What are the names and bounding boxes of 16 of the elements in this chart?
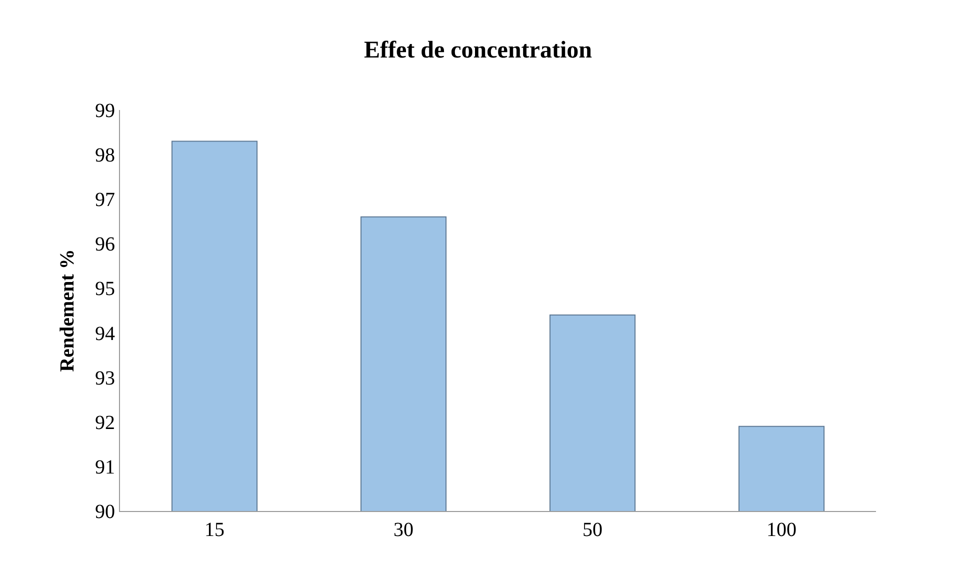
x-tick-label: 30 — [394, 519, 414, 541]
y-tick-label: 96 — [95, 234, 115, 256]
x-tick-label: 15 — [204, 519, 224, 541]
y-tick-label: 98 — [95, 144, 115, 167]
x-tick-label: 50 — [582, 519, 602, 541]
y-tick-label: 93 — [95, 367, 115, 390]
y-tick-label: 90 — [95, 501, 115, 523]
x-tick-label: 100 — [766, 519, 796, 541]
y-tick-label: 92 — [95, 412, 115, 434]
y-tick-label: 99 — [95, 100, 115, 122]
y-axis-title: Rendement % — [56, 249, 78, 372]
chart-title: Effet de concentration — [364, 37, 592, 64]
y-tick-label: 97 — [95, 189, 115, 212]
y-tick-label: 94 — [95, 322, 115, 345]
y-tick-label: 91 — [95, 456, 115, 478]
y-tick-label: 95 — [95, 278, 115, 300]
